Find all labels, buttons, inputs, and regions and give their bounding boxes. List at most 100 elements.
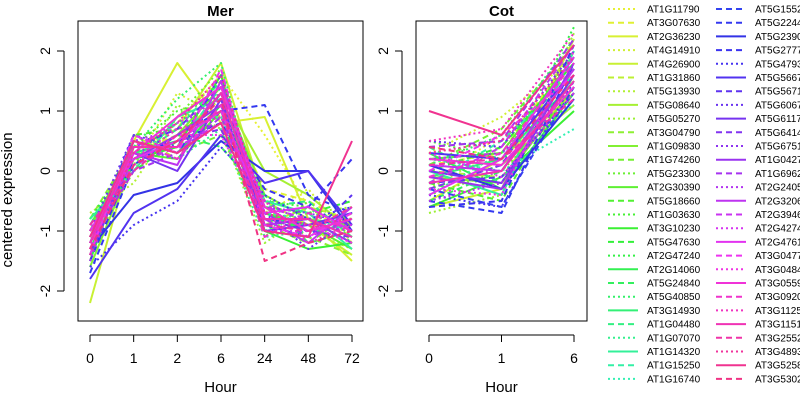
legend-label-AT5G08640: AT5G08640 bbox=[647, 100, 701, 111]
legend-label-AT2G14060: AT2G14060 bbox=[647, 265, 701, 276]
mer-x-tick-label: 72 bbox=[344, 350, 360, 366]
legend-label-AT1G03630: AT1G03630 bbox=[647, 210, 701, 221]
cot-y-tick-label: 0 bbox=[375, 167, 391, 175]
legend-label-AT2G4274: AT2G4274 bbox=[755, 224, 800, 235]
mer-y-tick-label: -1 bbox=[37, 225, 53, 238]
legend-label-AT5G2244: AT5G2244 bbox=[755, 18, 800, 29]
legend-label-AT2G3946: AT2G3946 bbox=[755, 210, 800, 221]
legend-label-AT2G2405: AT2G2405 bbox=[755, 183, 800, 194]
legend-label-AT5G05270: AT5G05270 bbox=[647, 114, 701, 125]
cot-series-line-AT5G4793 bbox=[428, 80, 575, 208]
legend-label-AT2G30390: AT2G30390 bbox=[647, 183, 701, 194]
legend-label-AT5G2777: AT5G2777 bbox=[755, 46, 800, 57]
legend-label-AT1G07070: AT1G07070 bbox=[647, 333, 701, 344]
legend-label-AT5G23300: AT5G23300 bbox=[647, 169, 701, 180]
legend-label-AT3G1125: AT3G1125 bbox=[755, 306, 800, 317]
legend-label-AT1G15250: AT1G15250 bbox=[647, 361, 701, 372]
cot-x-tick-label: 6 bbox=[570, 350, 578, 366]
legend-label-AT3G07630: AT3G07630 bbox=[647, 18, 701, 29]
legend-label-AT4G26900: AT4G26900 bbox=[647, 59, 701, 70]
cot-series-line-AT1G0427 bbox=[428, 62, 575, 190]
mer-series-line-AT3G0484 bbox=[89, 134, 353, 244]
legend-label-AT5G6117: AT5G6117 bbox=[755, 114, 800, 125]
legend-label-AT2G36230: AT2G36230 bbox=[647, 32, 701, 43]
legend-label-AT3G04790: AT3G04790 bbox=[647, 128, 701, 139]
legend-label-AT5G5667: AT5G5667 bbox=[755, 73, 800, 84]
legend-label-AT3G0920: AT3G0920 bbox=[755, 292, 800, 303]
legend-label-AT3G1151: AT3G1151 bbox=[755, 320, 800, 331]
legend-label-AT3G10230: AT3G10230 bbox=[647, 224, 701, 235]
legend-label-AT5G13930: AT5G13930 bbox=[647, 87, 701, 98]
legend-label-AT3G14930: AT3G14930 bbox=[647, 306, 701, 317]
legend-label-AT2G3206: AT2G3206 bbox=[755, 196, 800, 207]
legend-label-AT5G5671: AT5G5671 bbox=[755, 87, 800, 98]
mer-y-tick-label: 0 bbox=[37, 167, 53, 175]
legend-label-AT1G11790: AT1G11790 bbox=[647, 5, 700, 16]
mer-series-line-AT3G1151 bbox=[89, 92, 353, 244]
y-axis-label: centered expression bbox=[0, 132, 16, 267]
cot-x-axis-label: Hour bbox=[485, 379, 518, 396]
cot-y-tick-label: 1 bbox=[375, 107, 391, 115]
legend-label-AT1G74260: AT1G74260 bbox=[647, 155, 701, 166]
mer-series-line-AT3G4893 bbox=[89, 74, 353, 256]
cot-series-line-AT3G1151 bbox=[428, 80, 575, 184]
cot-plot-frame bbox=[415, 20, 588, 322]
legend-label-AT5G6414: AT5G6414 bbox=[755, 128, 800, 139]
mer-series-line-AT1G16740 bbox=[89, 116, 353, 238]
mer-x-axis-label: Hour bbox=[204, 379, 237, 396]
mer-series-line-AT5G40850 bbox=[89, 62, 353, 244]
mer-x-tick-label: 1 bbox=[130, 350, 138, 366]
legend-label-AT2G47240: AT2G47240 bbox=[647, 251, 701, 262]
legend-label-AT1G31860: AT1G31860 bbox=[647, 73, 701, 84]
mer-panel-title: Mer bbox=[207, 3, 234, 20]
cot-y-tick-label: 2 bbox=[375, 47, 391, 55]
legend-label-AT1G04480: AT1G04480 bbox=[647, 320, 701, 331]
legend-label-AT3G5302: AT3G5302 bbox=[755, 374, 800, 385]
mer-series-line-AT3G5302 bbox=[89, 98, 353, 262]
legend-label-AT3G4893: AT3G4893 bbox=[755, 347, 800, 358]
cot-x-tick-label: 0 bbox=[425, 350, 433, 366]
mer-series-line-AT5G6067 bbox=[89, 74, 353, 250]
cot-series-line-AT5G2777 bbox=[428, 44, 575, 208]
legend-label-AT5G18660: AT5G18660 bbox=[647, 196, 701, 207]
legend-label-AT5G6067: AT5G6067 bbox=[755, 100, 800, 111]
legend-label-AT3G0559: AT3G0559 bbox=[755, 279, 800, 290]
mer-y-tick-label: 2 bbox=[37, 47, 53, 55]
legend-label-AT1G16740: AT1G16740 bbox=[647, 374, 701, 385]
mer-plot-frame bbox=[77, 20, 364, 322]
legend-label-AT1G0427: AT1G0427 bbox=[755, 155, 800, 166]
legend-label-AT5G24840: AT5G24840 bbox=[647, 279, 701, 290]
legend-label-AT2G4761: AT2G4761 bbox=[755, 237, 800, 248]
mer-y-tick-label: -2 bbox=[37, 285, 53, 298]
mer-x-tick-label: 2 bbox=[173, 350, 181, 366]
cot-panel-title: Cot bbox=[489, 3, 514, 20]
mer-series-line-AT5G2244 bbox=[89, 104, 353, 274]
legend-label-AT5G47630: AT5G47630 bbox=[647, 237, 701, 248]
legend-label-AT1G14320: AT1G14320 bbox=[647, 347, 701, 358]
legend-label-AT4G14910: AT4G14910 bbox=[647, 46, 701, 57]
cot-series-line-AT3G0920 bbox=[428, 62, 575, 178]
mer-x-tick-label: 48 bbox=[301, 350, 317, 366]
legend-label-AT3G0477: AT3G0477 bbox=[755, 251, 800, 262]
cot-series-line-AT1G6962 bbox=[428, 38, 575, 148]
cot-series-line-AT5G1552 bbox=[428, 86, 575, 208]
legend-label-AT5G2390: AT5G2390 bbox=[755, 32, 800, 43]
legend-label-AT5G4793: AT5G4793 bbox=[755, 59, 800, 70]
legend-label-AT1G09830: AT1G09830 bbox=[647, 142, 701, 153]
cot-series-line-AT3G0484 bbox=[428, 50, 575, 196]
legend-label-AT3G5258: AT3G5258 bbox=[755, 361, 800, 372]
legend-label-AT3G2552: AT3G2552 bbox=[755, 333, 800, 344]
cot-y-tick-label: -2 bbox=[375, 285, 391, 298]
legend-label-AT5G6751: AT5G6751 bbox=[755, 142, 800, 153]
cot-series-line-AT2G30390 bbox=[428, 56, 575, 160]
cot-y-tick-label: -1 bbox=[375, 225, 391, 238]
cot-series-line-AT3G5302 bbox=[428, 74, 575, 160]
cot-series-line-AT4G14910 bbox=[428, 56, 575, 154]
mer-series-line-AT5G4793 bbox=[89, 146, 353, 268]
mer-x-tick-label: 6 bbox=[217, 350, 225, 366]
mer-series-line-AT3G0920 bbox=[89, 104, 353, 250]
mer-x-tick-label: 0 bbox=[86, 350, 94, 366]
cot-x-tick-label: 1 bbox=[498, 350, 506, 366]
